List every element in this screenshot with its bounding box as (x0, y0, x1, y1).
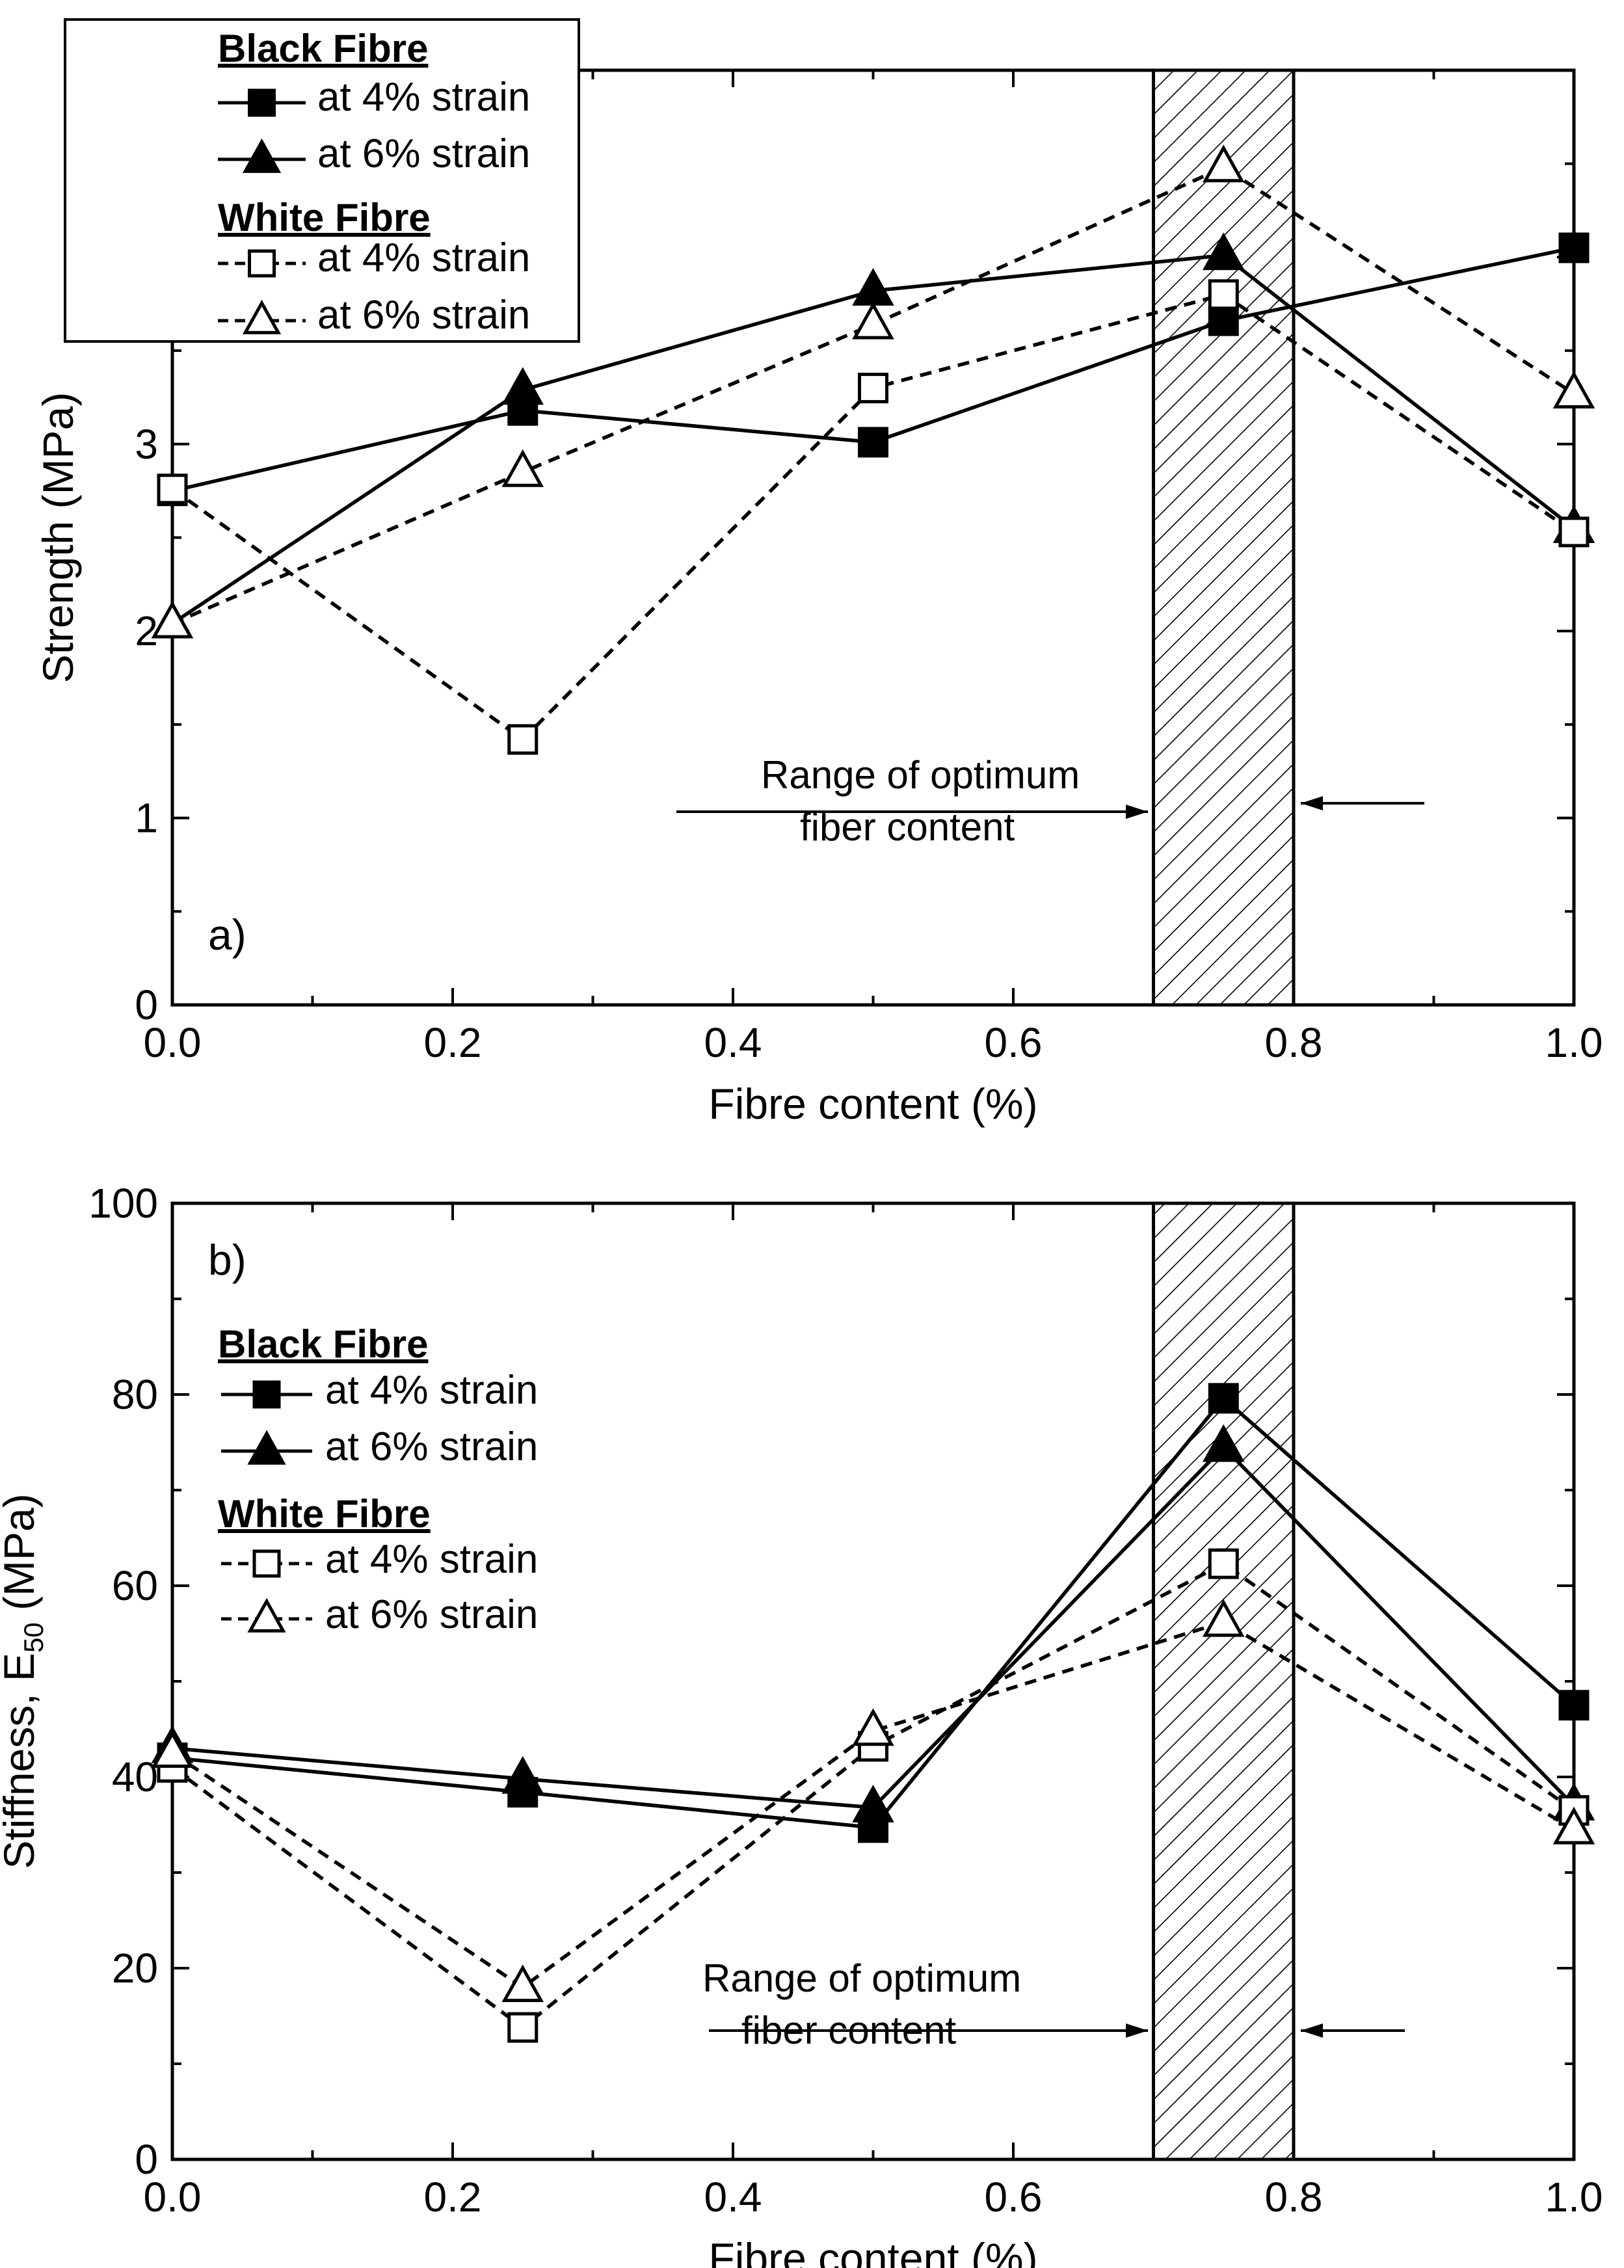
y-axis-title-subscript: 50 (18, 1622, 49, 1653)
series-3-point (1552, 1806, 1595, 1845)
y-axis-title: Strength (MPa) (34, 392, 82, 684)
legend-group-heading: White Fibre (218, 1492, 431, 1536)
legend-swatch-marker (248, 88, 276, 117)
x-tick-label: 1.0 (1545, 2174, 1603, 2221)
series-2-point (858, 373, 888, 404)
x-tick-label: 0.2 (424, 2174, 482, 2221)
series-2-point (1208, 279, 1239, 310)
legend-group-heading: Black Fibre (218, 27, 428, 70)
series-line-3 (171, 1620, 1575, 1990)
optimum-range-band (1152, 68, 1296, 1007)
series-0-point (1558, 1690, 1590, 1721)
series-3-point (151, 600, 194, 639)
y-tick-label: 1 (135, 795, 158, 842)
y-axis-title-unit: (MPa) (0, 1493, 43, 1622)
series-1-point (852, 1784, 894, 1822)
series-3-point (852, 301, 894, 340)
legend-swatch-marker (248, 249, 276, 278)
right-arrow-head (1301, 796, 1323, 810)
series-0-point (1208, 305, 1239, 336)
series-2-point (507, 724, 539, 755)
series-3-point (1202, 1599, 1245, 1637)
x-tick-label: 0.8 (1265, 1019, 1323, 1066)
series-2-point (1208, 1548, 1239, 1579)
y-tick-label: 20 (112, 1945, 158, 1992)
panel-label: a) (208, 911, 246, 959)
legend-group-heading: Black Fibre (218, 1322, 428, 1366)
series-3-point (1552, 371, 1595, 408)
y-tick-label: 0 (135, 2136, 158, 2183)
x-tick-label: 0.0 (144, 2174, 202, 2221)
y-tick-label: 3 (135, 421, 158, 468)
y-tick-label: 2 (135, 607, 158, 654)
series-3-point (501, 1964, 544, 2003)
series-0-point (858, 427, 888, 458)
legend-entry-label: at 6% strain (325, 1424, 538, 1469)
optimum-range-label-line1: Range of optimum (761, 753, 1080, 797)
series-0-point (1558, 232, 1590, 263)
series-1-point (1202, 1424, 1245, 1462)
x-tick-label: 0.2 (424, 1019, 482, 1066)
y-axis-title: Stiffness, E50 (MPa) (0, 1493, 49, 1869)
panel-a-strength-chart: 0.00.20.40.60.81.0012345Fibre content (%… (34, 18, 1603, 1128)
legend-swatch-marker (242, 138, 282, 173)
y-tick-label: 40 (112, 1754, 158, 1800)
y-tick-label: 0 (135, 981, 158, 1028)
x-tick-label: 0.4 (704, 2174, 762, 2221)
x-tick-label: 0.6 (985, 2174, 1043, 2221)
x-tick-label: 0.0 (144, 1019, 202, 1066)
legend-swatch-marker (247, 1430, 286, 1465)
legend-entry-label: at 4% strain (317, 75, 530, 120)
left-arrow-head (1126, 2023, 1148, 2038)
legend-entry-label: at 6% strain (317, 293, 530, 338)
panel-label: b) (208, 1236, 246, 1284)
legend-entry-label: at 4% strain (325, 1537, 538, 1582)
x-tick-label: 0.4 (704, 1019, 762, 1066)
legend-swatch-marker (252, 1380, 281, 1409)
y-tick-label: 100 (88, 1180, 158, 1227)
x-tick-label: 1.0 (1545, 1019, 1603, 1066)
legend-swatch-marker (242, 299, 282, 334)
series-1-point (852, 268, 894, 306)
series-0-point (1208, 1383, 1239, 1414)
series-1-point (1202, 232, 1245, 271)
legend-entry-label: at 4% strain (317, 235, 530, 280)
series-2-point (1558, 516, 1590, 548)
series-1-point (501, 1755, 544, 1794)
series-2-point (157, 474, 188, 505)
x-tick-label: 0.6 (985, 1019, 1043, 1066)
legend-group-heading: White Fibre (218, 196, 431, 239)
legend-swatch-marker (252, 1549, 281, 1578)
legend-swatch-marker (247, 1597, 286, 1633)
x-axis-title: Fibre content (%) (708, 1080, 1037, 1128)
x-axis-title: Fibre content (%) (708, 2234, 1037, 2268)
legend-box (64, 18, 580, 343)
legend-entry-label: at 6% strain (317, 131, 530, 176)
optimum-range-label-line1: Range of optimum (702, 1956, 1021, 2000)
series-1-point (501, 367, 544, 405)
legend-entry-label: at 4% strain (325, 1368, 538, 1413)
y-tick-label: 80 (112, 1371, 158, 1418)
y-axis-title-main: Stiffness, E (0, 1653, 43, 1869)
right-arrow-head (1301, 2023, 1323, 2038)
series-3-point (501, 449, 544, 487)
x-tick-label: 0.8 (1265, 2174, 1323, 2221)
panel-b-stiffness-chart: 0.0 0.2 0.4 0.6 0.8 1.0 0 20 40 60 80 100 Fibre cont… (0, 1180, 1603, 2268)
series-2-point (507, 2012, 539, 2043)
series-line-2 (171, 292, 1575, 742)
optimum-range-band (1152, 1201, 1296, 2161)
y-tick-label: 60 (112, 1562, 158, 1609)
left-arrow-head (1126, 805, 1148, 819)
series-3-point (852, 1708, 894, 1746)
series-3-point (151, 1730, 194, 1768)
series-3-point (1202, 144, 1245, 183)
legend-entry-label: at 6% strain (325, 1592, 538, 1637)
